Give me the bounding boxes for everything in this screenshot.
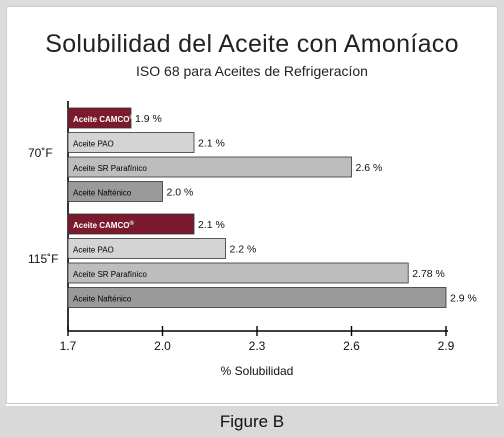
bar	[67, 213, 195, 235]
registered-mark: ®	[129, 114, 134, 121]
bar-category-label: Aceite CAMCO®	[73, 220, 134, 230]
bar	[67, 238, 226, 259]
bar-category-label: Aceite PAO	[73, 246, 114, 255]
caption-bar: Figure B	[0, 406, 504, 437]
bar-value-label: 2.0 %	[167, 187, 194, 199]
bar-category-label: Aceite PAO	[73, 140, 114, 149]
x-tick-label: 2.6	[343, 339, 360, 353]
figure-caption: Figure B	[219, 411, 285, 431]
bar-value-label: 2.1 %	[198, 138, 225, 150]
x-axis-label: % Solubilidad	[221, 364, 294, 378]
bar-category-label: Aceite Nafténico	[73, 189, 132, 198]
chart-title: Solubilidad del Aceite con Amoníaco	[45, 30, 459, 58]
bar-category-label: Aceite SR Parafínico	[73, 164, 147, 173]
bar	[67, 156, 352, 178]
chart-subtitle: ISO 68 para Aceites de Refrigeracíon	[136, 63, 368, 79]
x-tick-label: 2.3	[249, 339, 266, 353]
x-tick-label: 2.0	[154, 339, 171, 353]
bar-value-label: 1.9 %	[135, 113, 162, 125]
figure-border	[0, 0, 504, 406]
group-label: 70˚F	[28, 146, 53, 160]
bar-category-label: Aceite CAMCO®	[73, 114, 134, 124]
bar	[67, 107, 132, 129]
bar-value-label: 2.78 %	[412, 268, 445, 280]
group-label: 115˚F	[28, 252, 58, 266]
bar-value-label: 2.1 %	[198, 219, 225, 231]
bar-value-label: 2.6 %	[356, 162, 383, 174]
bar	[67, 287, 447, 308]
x-tick-label: 2.9	[438, 339, 455, 353]
x-tick-label: 1.7	[60, 339, 77, 353]
bar-chart: 1.7 2.0 2.3 2.6 2.9 % Solubilidad Aceite CAMCO…	[28, 101, 477, 378]
bar	[67, 132, 195, 153]
bar-category-label: Aceite Nafténico	[73, 295, 132, 304]
chart-panel	[6, 6, 498, 404]
bar-category-label: Aceite SR Parafínico	[73, 270, 147, 279]
bar-value-label: 2.9 %	[450, 293, 477, 305]
bar	[67, 262, 409, 284]
bar	[67, 181, 163, 202]
bar-value-label: 2.2 %	[230, 244, 257, 256]
registered-mark: ®	[129, 220, 134, 227]
